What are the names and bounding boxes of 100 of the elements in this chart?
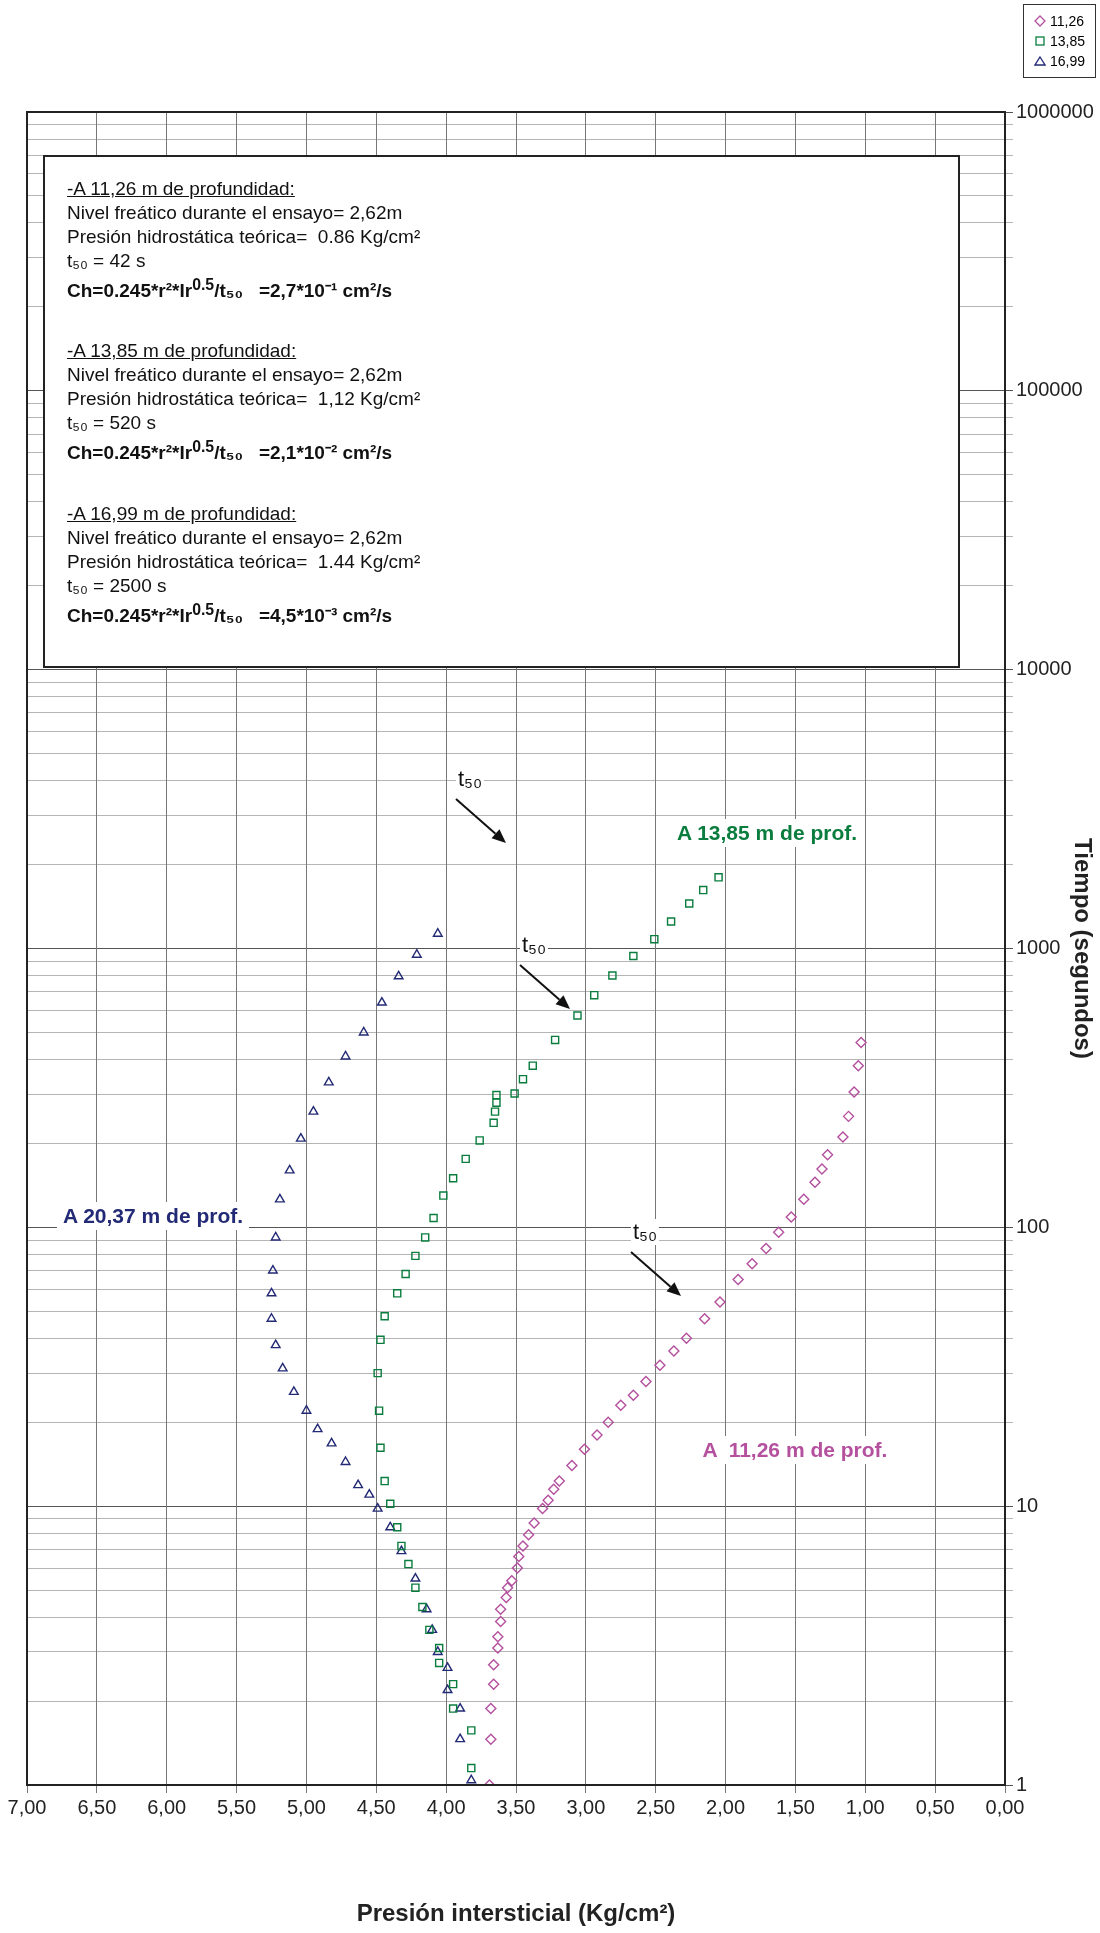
point bbox=[434, 1658, 444, 1668]
point bbox=[376, 1443, 385, 1452]
point bbox=[506, 1575, 518, 1587]
point bbox=[492, 1098, 501, 1107]
point bbox=[548, 1483, 560, 1495]
y-tick-label: 1000000 bbox=[1016, 99, 1094, 122]
point bbox=[714, 873, 723, 882]
y-tick-label: 10000 bbox=[1016, 657, 1072, 680]
annotation: -A 13,85 m de profundidad: bbox=[67, 339, 298, 364]
point bbox=[511, 1562, 524, 1574]
x-tick-label: 5,50 bbox=[217, 1795, 257, 1818]
point bbox=[301, 1404, 312, 1414]
point bbox=[666, 917, 676, 926]
point bbox=[698, 1313, 711, 1325]
point bbox=[760, 1242, 772, 1255]
point bbox=[640, 1375, 652, 1388]
y-tick-label: 100000 bbox=[1016, 378, 1083, 401]
point bbox=[494, 1603, 507, 1615]
point bbox=[487, 1678, 500, 1690]
point bbox=[312, 1423, 323, 1433]
point bbox=[650, 934, 659, 944]
point bbox=[590, 990, 599, 1000]
annotation: Ch=0.245*r²*Ir$^{0.5}$/t₅₀ =4,5*10⁻³ cm²/s bbox=[67, 599, 394, 628]
x-tick-label: 3,00 bbox=[566, 1795, 606, 1818]
x-tick-label: 0,00 bbox=[985, 1795, 1025, 1818]
annotation: t₅₀ = 520 s bbox=[67, 411, 157, 436]
point bbox=[608, 971, 617, 980]
annotation: Presión hidrostática teórica= 1,12 Kg/cm² bbox=[67, 387, 422, 412]
point bbox=[489, 1118, 498, 1128]
point bbox=[461, 1154, 470, 1164]
x-tick-label: 2,00 bbox=[706, 1795, 746, 1818]
point bbox=[467, 1726, 476, 1735]
point bbox=[615, 1399, 627, 1412]
point bbox=[277, 1362, 288, 1372]
point bbox=[517, 1540, 529, 1552]
point bbox=[439, 1191, 448, 1200]
point bbox=[323, 1076, 334, 1086]
annotation: Ch=0.245*r²*Ir$^{0.5}$/t₅₀ =2,7*10⁻¹ cm²/s bbox=[67, 275, 394, 304]
point bbox=[358, 1026, 369, 1036]
legend-label: 13,85 bbox=[1049, 32, 1085, 51]
annotation: t₅₀ bbox=[630, 1219, 660, 1245]
point bbox=[432, 928, 443, 937]
point bbox=[376, 996, 387, 1006]
point bbox=[266, 1287, 277, 1297]
point bbox=[380, 1311, 389, 1321]
point bbox=[654, 1359, 666, 1372]
point bbox=[485, 1702, 497, 1715]
point bbox=[427, 1624, 438, 1634]
point bbox=[842, 1110, 855, 1123]
point bbox=[492, 1642, 504, 1654]
point bbox=[401, 1269, 410, 1279]
point bbox=[668, 1345, 680, 1357]
point bbox=[566, 1459, 578, 1472]
point bbox=[340, 1456, 351, 1466]
point bbox=[602, 1416, 614, 1428]
x-tick-label: 4,00 bbox=[426, 1795, 466, 1818]
x-tick-label: 0,50 bbox=[915, 1795, 955, 1818]
point bbox=[380, 1476, 389, 1486]
point bbox=[353, 1479, 364, 1489]
annotation: Presión hidrostática teórica= 1.44 Kg/cm² bbox=[67, 549, 422, 574]
point bbox=[536, 1502, 549, 1515]
point bbox=[627, 1389, 640, 1401]
point bbox=[295, 1132, 306, 1142]
point bbox=[270, 1231, 281, 1241]
point bbox=[591, 1429, 603, 1441]
point bbox=[442, 1684, 453, 1694]
point bbox=[467, 1763, 476, 1773]
annotation: Ch=0.245*r²*Ir$^{0.5}$/t₅₀ =2,1*10⁻² cm²/s bbox=[67, 437, 394, 466]
point bbox=[326, 1437, 337, 1447]
point bbox=[522, 1529, 535, 1541]
point bbox=[518, 1074, 528, 1084]
point bbox=[513, 1550, 525, 1563]
point bbox=[429, 1213, 438, 1223]
y-tick-label: 10 bbox=[1016, 1493, 1039, 1516]
point bbox=[288, 1386, 299, 1396]
point bbox=[500, 1591, 512, 1604]
point bbox=[448, 1704, 458, 1713]
legend-label: 16,99 bbox=[1049, 52, 1085, 71]
annotation: A 13,85 m de prof. bbox=[670, 819, 864, 847]
point bbox=[809, 1176, 821, 1189]
point bbox=[274, 1193, 285, 1203]
point bbox=[528, 1061, 537, 1070]
point bbox=[550, 1035, 560, 1045]
annotation: t₅₀ bbox=[455, 766, 485, 792]
point bbox=[421, 1603, 432, 1613]
point bbox=[386, 1499, 395, 1508]
point bbox=[573, 1011, 582, 1020]
point bbox=[494, 1615, 507, 1628]
point bbox=[475, 1136, 484, 1145]
x-tick-label: 4,50 bbox=[356, 1795, 396, 1818]
point bbox=[397, 1541, 406, 1551]
y-tick-label: 1 bbox=[1016, 1772, 1028, 1795]
annotation: -A 16,99 m de profundidad: bbox=[67, 501, 298, 526]
point bbox=[393, 970, 404, 980]
point bbox=[798, 1193, 810, 1206]
point bbox=[420, 1233, 430, 1242]
y-tick-label: 1000 bbox=[1016, 936, 1061, 959]
x-tick-label: 3,50 bbox=[496, 1795, 536, 1818]
point bbox=[425, 1625, 434, 1635]
annotation: -A 11,26 m de profundidad: bbox=[67, 177, 296, 201]
